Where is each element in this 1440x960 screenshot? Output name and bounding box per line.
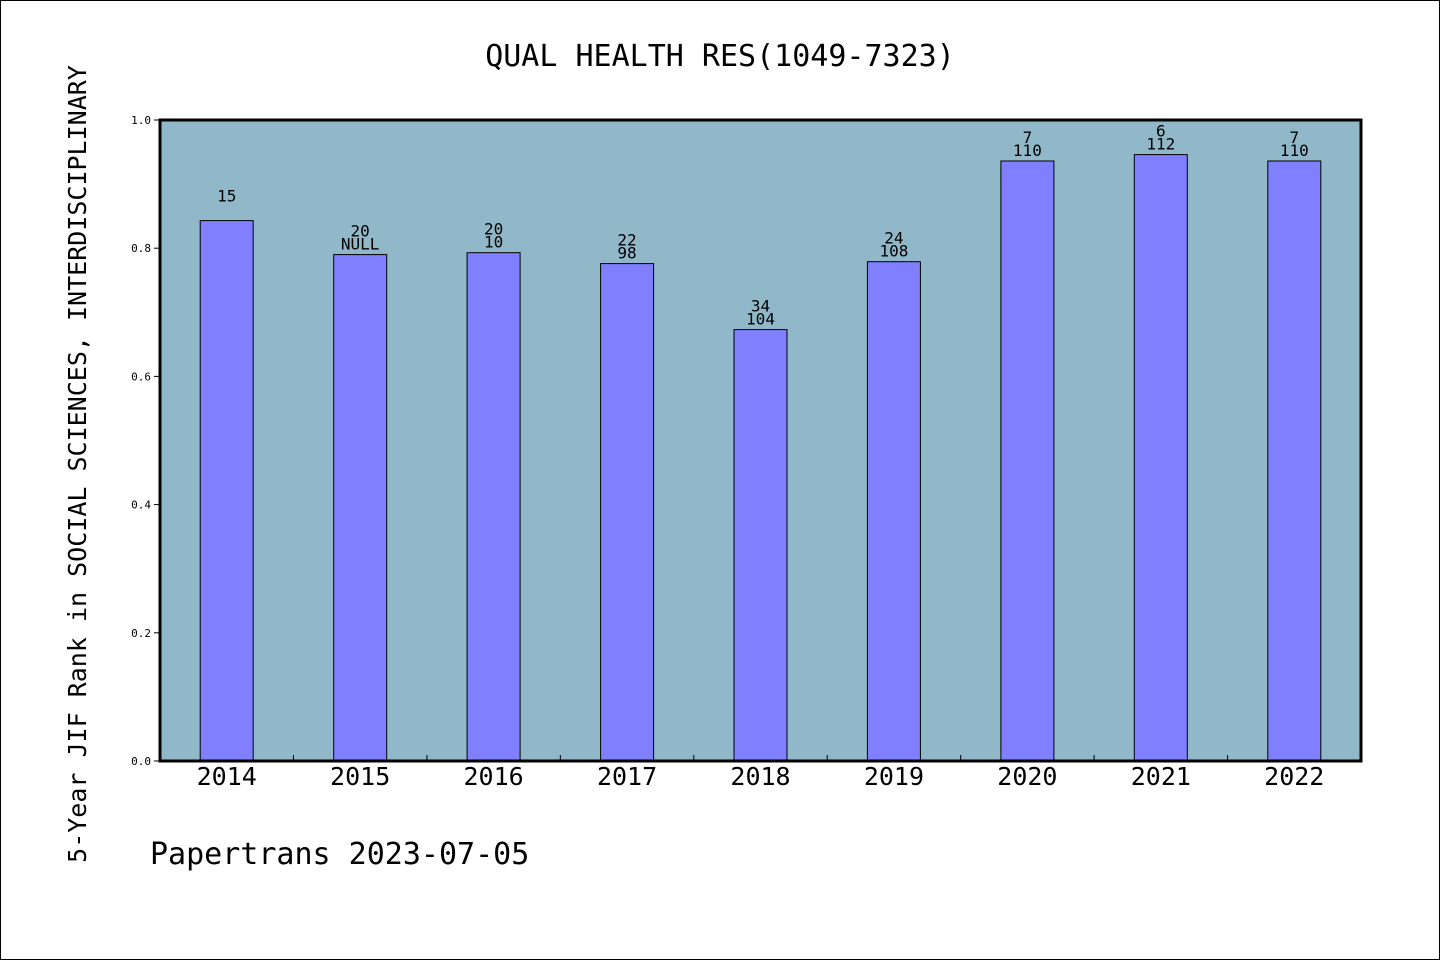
bar-label-top-2017: 22 — [617, 231, 636, 250]
y-tick-label: 0.8 — [131, 242, 151, 255]
chart-title: QUAL HEALTH RES(1049-7323) — [485, 39, 955, 74]
bar-label-bottom-2019: 108 — [879, 242, 908, 261]
y-axis-label: 5-Year JIF Rank in SOCIAL SCIENCES, INTE… — [63, 65, 92, 863]
bar-2015 — [333, 254, 388, 762]
x-tick-label-2018: 2018 — [730, 762, 790, 791]
bars-layer — [199, 154, 1322, 762]
y-tick-label: 1.0 — [131, 114, 151, 127]
y-tick-label: 0.6 — [131, 370, 151, 383]
bar-2022 — [1267, 160, 1322, 762]
bar-label-bottom-2020: 110 — [1013, 141, 1042, 160]
bar-label-bottom-2018: 104 — [746, 310, 775, 329]
bar-label-bottom-2021: 112 — [1146, 135, 1175, 154]
x-axis: 2014 2015 2016 2017 2018 2019 2020 2021 2022 — [197, 755, 1324, 791]
bar-label-top-2016: 20 — [484, 220, 503, 239]
x-tick-label-2016: 2016 — [464, 762, 524, 791]
x-tick-label-2017: 2017 — [597, 762, 657, 791]
bar-label-top-2015: 20 — [351, 222, 370, 241]
x-tick-label-2020: 2020 — [997, 762, 1057, 791]
bar-label-bottom-2015: NULL — [341, 235, 380, 254]
x-tick-label-2014: 2014 — [197, 762, 257, 791]
bar-label-bottom-2022: 110 — [1280, 141, 1309, 160]
x-tick-label-2015: 2015 — [330, 762, 390, 791]
bar-2020 — [1000, 160, 1055, 762]
y-tick-label: 0.4 — [131, 499, 151, 512]
y-axis: 0.0 0.2 0.4 0.6 0.8 1.0 — [131, 114, 160, 768]
y-tick-label: 0.0 — [131, 755, 151, 768]
x-tick-label-2019: 2019 — [864, 762, 924, 791]
bar-label-top-2020: 7 — [1023, 128, 1033, 147]
bar-2018 — [733, 329, 788, 762]
bar-label-bottom-2017: 98 — [617, 244, 636, 263]
footer-text: Papertrans 2023-07-05 — [150, 837, 529, 872]
bar-label-top-2018: 34 — [751, 297, 770, 316]
x-tick-label-2022: 2022 — [1264, 762, 1324, 791]
bar-label-top-2019: 24 — [884, 229, 903, 248]
bar-2014 — [199, 220, 254, 762]
y-tick-label: 0.2 — [131, 627, 151, 640]
bar-label-top-2021: 6 — [1156, 122, 1166, 141]
bar-label-top-2022: 7 — [1289, 128, 1299, 147]
plot-border — [158, 118, 1363, 763]
bar-2016 — [466, 252, 521, 762]
bar-label-top-2014: 15 — [217, 187, 236, 206]
bar-2021 — [1133, 154, 1188, 762]
bar-2019 — [866, 261, 921, 762]
x-tick-label-2021: 2021 — [1131, 762, 1191, 791]
bar-2017 — [600, 263, 655, 762]
bar-label-bottom-2016: 10 — [484, 233, 503, 252]
